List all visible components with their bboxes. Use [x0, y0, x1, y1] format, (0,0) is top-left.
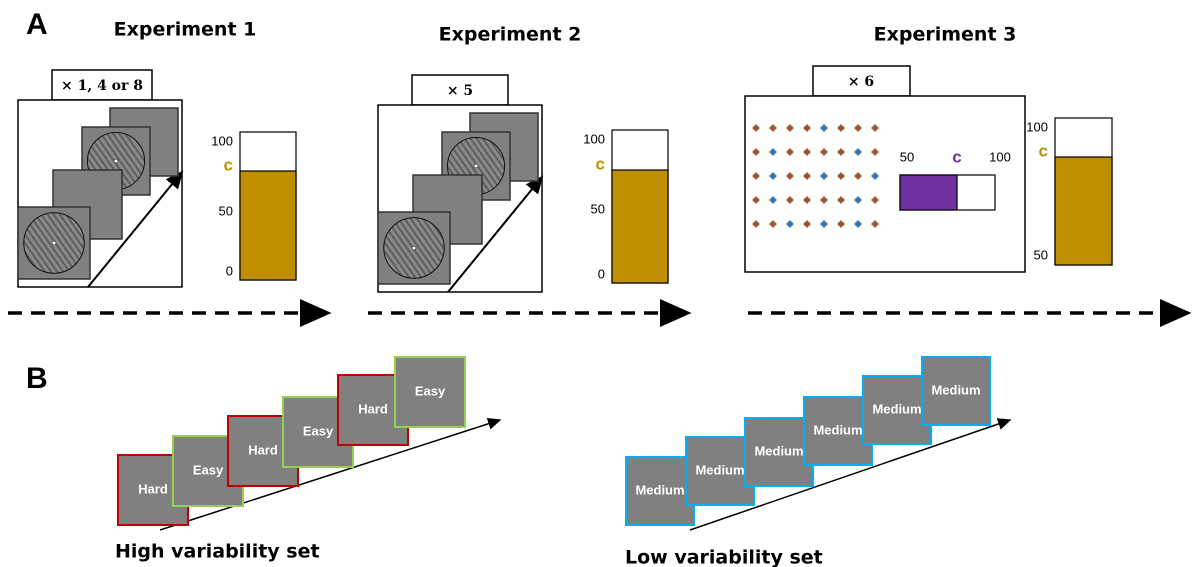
card-label: Medium	[695, 462, 744, 477]
scale-label: 0	[598, 266, 605, 281]
card-label: Medium	[931, 382, 980, 397]
stimulus-dot	[870, 147, 880, 157]
fixation	[473, 163, 479, 169]
criterion-label: c	[224, 155, 233, 174]
scale-fill	[239, 170, 297, 281]
stimulus-dot	[853, 147, 863, 157]
card-label: Medium	[813, 422, 862, 437]
trial-card	[744, 417, 814, 487]
scale-label: 0	[226, 263, 233, 278]
panel-label: B	[26, 362, 48, 395]
scale-label: 100	[989, 149, 1011, 164]
scale-label: 50	[591, 201, 605, 216]
stimulus-dot	[802, 195, 812, 205]
panel-label: A	[26, 8, 48, 41]
stimulus-dot	[870, 171, 880, 181]
criterion-label: c	[952, 147, 961, 166]
stimulus-dot	[819, 123, 829, 133]
scale-label: 50	[219, 203, 233, 218]
trial-card	[625, 456, 695, 526]
stimulus-dot	[853, 123, 863, 133]
card-label: Medium	[872, 401, 921, 416]
scale-label: 100	[211, 133, 233, 148]
stimulus-dot	[853, 195, 863, 205]
stimulus-dot	[870, 219, 880, 229]
stimulus-dot	[785, 195, 795, 205]
choice-fill	[899, 174, 958, 211]
trial-card	[862, 375, 932, 445]
stimulus-dot	[853, 219, 863, 229]
stimulus-dot	[870, 195, 880, 205]
time-arrow	[447, 175, 544, 293]
repeat-label: × 6	[848, 74, 874, 90]
card-label: Easy	[415, 383, 446, 398]
stimulus-dot	[802, 123, 812, 133]
stimulus-dot	[768, 147, 778, 157]
stimulus-dot	[836, 171, 846, 181]
scale-label: 100	[1026, 119, 1048, 134]
trial-card	[394, 356, 466, 428]
stimulus-dot	[751, 171, 761, 181]
stimulus-dot	[785, 171, 795, 181]
time-arrow	[159, 417, 502, 531]
stimulus-dot	[768, 219, 778, 229]
stimulus-dot	[785, 123, 795, 133]
experiment-title: Experiment 2	[439, 24, 582, 46]
set-title: High variability set	[115, 541, 320, 563]
stimulus-dot	[819, 195, 829, 205]
experiment-title: Experiment 1	[114, 19, 257, 41]
time-arrow	[87, 170, 184, 288]
stimulus-dot	[836, 123, 846, 133]
stimulus-dot	[819, 171, 829, 181]
set-title: Low variability set	[625, 547, 823, 567]
criterion-label: c	[1039, 141, 1048, 160]
stimulus-dot	[853, 171, 863, 181]
repeat-label: × 1, 4 or 8	[61, 78, 143, 94]
card-label: Easy	[303, 423, 334, 438]
card-label: Medium	[754, 443, 803, 458]
stimulus-dot	[836, 147, 846, 157]
experiment-title: Experiment 3	[874, 24, 1017, 46]
stimulus-dot	[751, 123, 761, 133]
time-arrow	[689, 418, 1012, 531]
card-label: Hard	[138, 481, 168, 496]
card-label: Hard	[248, 442, 278, 457]
stimulus-dot	[751, 195, 761, 205]
criterion-label: c	[596, 154, 605, 173]
scale-fill	[611, 169, 669, 284]
stimulus-dot	[785, 147, 795, 157]
stimulus-dot	[819, 147, 829, 157]
scale-label: 100	[583, 131, 605, 146]
repeat-box	[411, 74, 509, 106]
scale-label: 50	[900, 149, 914, 164]
repeat-box	[51, 69, 153, 101]
fixation	[51, 240, 57, 246]
stimulus-dot	[751, 219, 761, 229]
fixation	[113, 158, 119, 164]
stimulus-dot	[768, 171, 778, 181]
stimulus-dot	[802, 171, 812, 181]
stimulus-dot	[836, 195, 846, 205]
stimulus-dot	[785, 219, 795, 229]
trial-card	[921, 356, 991, 426]
repeat-box	[812, 65, 911, 97]
card-label: Hard	[358, 401, 388, 416]
scale-fill	[1054, 156, 1113, 266]
card-label: Easy	[193, 462, 224, 477]
stimulus-dot	[768, 123, 778, 133]
card-label: Medium	[635, 482, 684, 497]
fixation	[411, 245, 417, 251]
stimulus-dot	[870, 123, 880, 133]
stimulus-dot	[751, 147, 761, 157]
stimulus-dot	[819, 219, 829, 229]
repeat-label: × 5	[447, 83, 473, 99]
stimulus-dot	[768, 195, 778, 205]
stimulus-dot	[836, 219, 846, 229]
stimulus-dot	[802, 147, 812, 157]
stimulus-dot	[802, 219, 812, 229]
trial-card	[803, 396, 873, 466]
scale-label: 50	[1034, 247, 1048, 262]
